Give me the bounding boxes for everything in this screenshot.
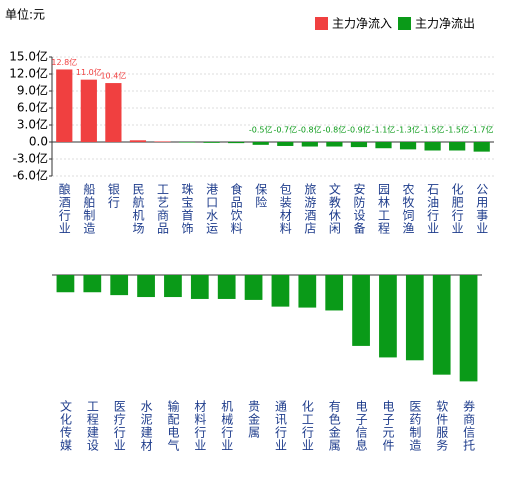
x-tick-label: 水泥建材 <box>139 400 153 452</box>
bar <box>244 275 263 300</box>
bar <box>350 142 368 148</box>
bar <box>83 275 102 293</box>
x-tick-label: 港口水运 <box>205 183 219 235</box>
value-label: 12.8亿 <box>51 57 77 67</box>
value-label: -0.8亿 <box>323 125 347 135</box>
x-tick-label: 食品饮料 <box>229 182 243 235</box>
bar <box>217 275 236 299</box>
bar <box>449 142 466 151</box>
bar <box>203 142 220 143</box>
bar <box>164 275 182 298</box>
x-tick-label: 石油行业 <box>426 183 440 235</box>
x-tick-label: 保险 <box>254 183 268 209</box>
value-label: -0.5亿 <box>249 125 273 135</box>
bar <box>459 275 478 382</box>
y-tick-label: 3.0亿 <box>17 117 48 132</box>
bar <box>271 275 290 307</box>
x-tick-label: 券商信托 <box>462 399 476 452</box>
bar <box>80 79 97 142</box>
legend-swatch <box>315 17 328 30</box>
bar <box>375 142 392 149</box>
x-tick-label: 化肥行业 <box>450 183 464 235</box>
bar <box>228 142 245 144</box>
value-label: -1.7亿 <box>470 125 494 135</box>
bar <box>405 275 424 361</box>
x-tick-label: 安防设备 <box>352 182 366 235</box>
y-tick-label: 12.0亿 <box>9 66 48 81</box>
x-tick-label: 材料行业 <box>193 400 207 452</box>
y-tick-label: 6.0亿 <box>17 100 48 115</box>
bar <box>352 275 370 346</box>
x-tick-label: 民航机场 <box>131 183 145 235</box>
x-tick-label: 园林工程 <box>377 183 391 235</box>
bar <box>277 142 294 146</box>
x-tick-label: 电子信息 <box>354 400 368 452</box>
bar <box>110 275 129 296</box>
bar <box>190 275 209 299</box>
value-label: -0.9亿 <box>347 125 371 135</box>
bar <box>178 142 196 143</box>
x-tick-label: 输配电气 <box>166 399 180 452</box>
x-tick-label: 文化传媒 <box>58 399 72 452</box>
bar <box>326 142 343 147</box>
x-tick-label: 农牧饲渔 <box>401 183 415 235</box>
bar <box>129 140 147 142</box>
x-tick-label: 文教休闲 <box>327 182 341 235</box>
bar <box>379 275 397 358</box>
chart-title: 单位:元 <box>5 7 45 22</box>
x-tick-label: 旅游酒店 <box>303 183 317 235</box>
bar <box>301 142 318 147</box>
x-tick-label: 通讯行业 <box>273 400 287 452</box>
value-label: -1.5亿 <box>445 125 469 135</box>
x-tick-label: 电子元件 <box>381 400 395 452</box>
bar <box>399 142 417 150</box>
bar <box>252 142 269 145</box>
legend-label: 主力净流出 <box>415 17 475 31</box>
legend-label: 主力净流入 <box>332 17 392 31</box>
value-label: -1.3亿 <box>396 125 420 135</box>
x-tick-label: 船舶制造 <box>82 183 96 235</box>
y-tick-label: -6.0亿 <box>13 168 48 183</box>
x-tick-label: 珠宝首饰 <box>180 183 194 235</box>
x-tick-label: 银行 <box>106 183 120 209</box>
x-tick-label: 机械行业 <box>220 400 234 452</box>
y-tick-label: 15.0亿 <box>9 49 48 64</box>
x-tick-label: 软件服务 <box>435 400 449 452</box>
x-tick-label: 酿酒行业 <box>57 182 71 235</box>
bar <box>473 142 490 152</box>
x-tick-label: 化工行业 <box>300 400 314 452</box>
y-tick-label: -3.0亿 <box>13 151 48 166</box>
bar <box>56 275 75 293</box>
x-tick-label: 有色金属 <box>327 400 341 452</box>
value-label: -0.8亿 <box>298 125 322 135</box>
bar <box>424 142 441 151</box>
x-tick-label: 医药制造 <box>408 400 422 452</box>
value-label: -1.5亿 <box>421 125 445 135</box>
bar <box>137 275 155 298</box>
value-label: 11.0亿 <box>76 67 102 77</box>
bar <box>154 141 171 142</box>
bar <box>432 275 451 375</box>
x-tick-label: 医疗行业 <box>112 400 126 452</box>
x-tick-label: 包装材料 <box>278 183 292 235</box>
y-tick-label: 9.0亿 <box>17 83 48 98</box>
value-label: -0.7亿 <box>273 125 297 135</box>
x-tick-label: 公用事业 <box>475 183 489 235</box>
bar <box>298 275 317 308</box>
x-tick-label: 工艺商品 <box>156 183 170 235</box>
x-tick-label: 工程建设 <box>85 400 99 452</box>
bar <box>56 69 73 142</box>
value-label: 10.4亿 <box>100 71 126 81</box>
bar <box>105 83 122 142</box>
value-label: -1.1亿 <box>372 125 396 135</box>
legend-swatch <box>398 17 411 30</box>
bar <box>325 275 344 311</box>
y-tick-label: 0.0 <box>29 135 48 149</box>
x-tick-label: 贵金属 <box>247 400 261 439</box>
